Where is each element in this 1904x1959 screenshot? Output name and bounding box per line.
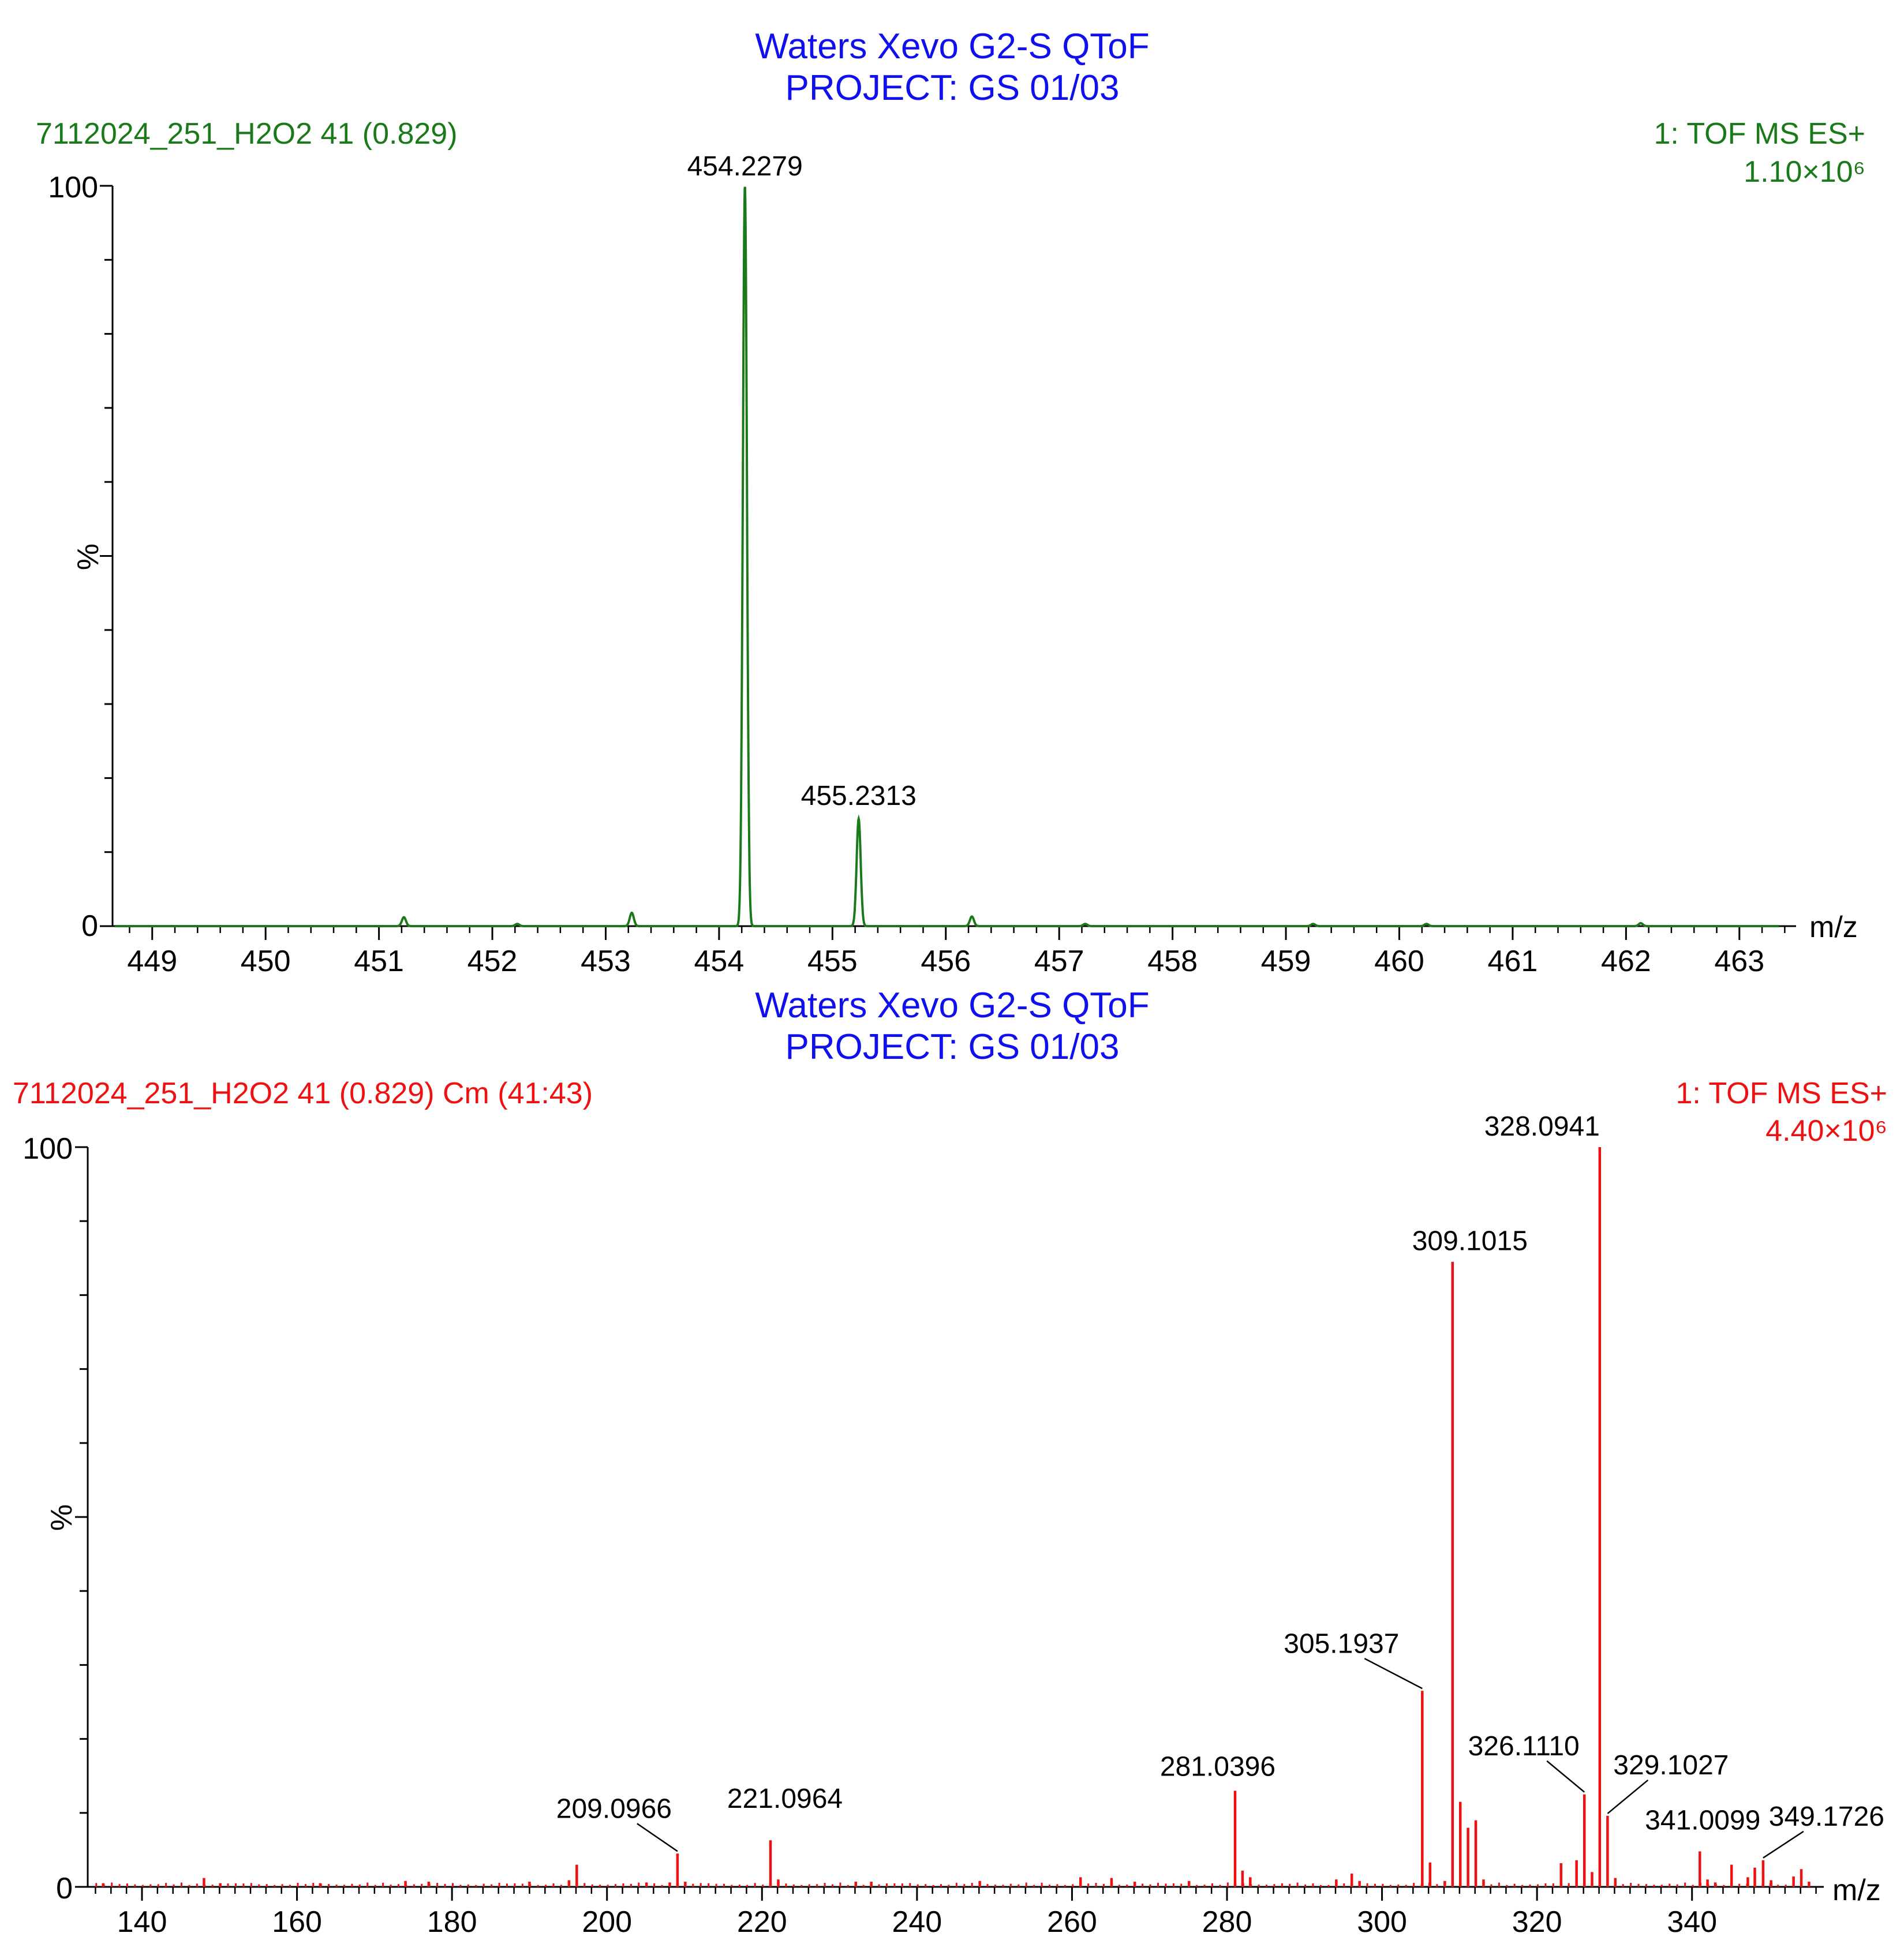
bottom-peak-leader-line <box>1364 1658 1423 1690</box>
top-x-tick-label: 449 <box>127 945 177 978</box>
bottom-x-axis-label: m/z <box>1832 1874 1881 1907</box>
bottom-x-tick-label: 140 <box>117 1905 167 1939</box>
top-y-tick-100: 100 <box>48 171 98 204</box>
bottom-project-subtitle: PROJECT: GS 01/03 <box>785 1027 1120 1067</box>
bottom-x-tick-label: 280 <box>1202 1905 1252 1939</box>
top-x-tick-label: 457 <box>1034 945 1084 978</box>
top-x-tick-label: 450 <box>241 945 291 978</box>
bottom-x-tick-label: 340 <box>1667 1905 1717 1939</box>
bottom-peak-leader-line <box>637 1823 678 1852</box>
bottom-instrument-title: Waters Xevo G2-S QToF <box>755 986 1149 1025</box>
top-x-axis-label: m/z <box>1809 911 1858 944</box>
bottom-x-tick-label: 320 <box>1512 1905 1562 1939</box>
bottom-peak-label: 209.0966 <box>556 1793 672 1824</box>
top-x-tick-label: 458 <box>1147 945 1198 978</box>
bottom-peak-label: 309.1015 <box>1412 1226 1528 1257</box>
bottom-intensity-label: 4.40×10⁶ <box>1765 1114 1887 1148</box>
top-x-tick-label: 455 <box>807 945 858 978</box>
top-instrument-title: Waters Xevo G2-S QToF <box>755 27 1149 66</box>
top-x-ticks: 449 450 451 452 453 454 455 456 457 458 459 460 461 4… <box>127 926 1786 978</box>
bottom-peak-label: 326.1110 <box>1468 1731 1580 1762</box>
top-peak-label: 455.2313 <box>801 781 917 811</box>
bottom-y-axis-label: % <box>45 1504 78 1531</box>
top-x-tick-label: 463 <box>1714 945 1764 978</box>
top-sample-label: 7112024_251_H2O2 41 (0.829) <box>36 117 458 151</box>
bottom-x-tick-label: 300 <box>1357 1905 1407 1939</box>
bottom-peak-label: 328.0941 <box>1484 1111 1600 1142</box>
bottom-peak-label: 281.0396 <box>1160 1751 1275 1782</box>
bottom-x-tick-label: 160 <box>272 1905 322 1939</box>
top-spectrum-panel: Waters Xevo G2-S QToF PROJECT: GS 01/03 … <box>36 27 1865 978</box>
top-peak-labels: 454.2279 455.2313 <box>687 151 917 811</box>
bottom-sample-label: 7112024_251_H2O2 41 (0.829) Cm (41:43) <box>13 1077 593 1110</box>
bottom-peak-label: 329.1027 <box>1613 1750 1729 1781</box>
top-profile-line <box>114 186 1779 927</box>
top-intensity-label: 1.10×10⁶ <box>1744 155 1865 189</box>
bottom-y-tick-0: 0 <box>56 1872 73 1905</box>
bottom-peak-leader-line <box>1546 1760 1585 1793</box>
bottom-x-tick-label: 180 <box>427 1905 477 1939</box>
bottom-x-tick-label: 240 <box>892 1905 942 1939</box>
top-x-tick-label: 456 <box>921 945 971 978</box>
bottom-peak-labels: 209.0966 221.0964 281.0396 305.1937 309.1015… <box>556 1111 1884 1859</box>
bottom-x-tick-label: 260 <box>1047 1905 1097 1939</box>
bottom-peak-label: 221.0964 <box>727 1784 843 1814</box>
top-x-tick-label: 453 <box>581 945 631 978</box>
bottom-spectrum-panel: Waters Xevo G2-S QToF PROJECT: GS 01/03 … <box>13 986 1887 1939</box>
bottom-peak-label: 341.0099 <box>1645 1805 1760 1836</box>
top-x-tick-label: 452 <box>467 945 518 978</box>
top-y-axis-label: % <box>72 544 105 570</box>
top-axes <box>100 185 1796 927</box>
bottom-peak-leader-line <box>1763 1830 1804 1859</box>
top-x-tick-label: 460 <box>1374 945 1424 978</box>
bottom-x-tick-label: 220 <box>737 1905 787 1939</box>
bottom-mode-label: 1: TOF MS ES+ <box>1675 1077 1887 1110</box>
bottom-peak-label: 349.1726 <box>1769 1801 1884 1832</box>
bottom-axes <box>75 1146 1824 1888</box>
bottom-x-tick-label: 200 <box>582 1905 632 1939</box>
top-spectrum-trace <box>114 186 1779 927</box>
bottom-x-ticks: 140 160 180 200 220 240 260 280 300 320 340 <box>95 1887 1817 1939</box>
bottom-y-tick-100: 100 <box>23 1132 73 1166</box>
top-x-tick-label: 461 <box>1488 945 1538 978</box>
top-y-tick-0: 0 <box>81 909 98 943</box>
top-mode-label: 1: TOF MS ES+ <box>1654 117 1865 151</box>
top-x-tick-label: 459 <box>1261 945 1311 978</box>
top-x-tick-label: 454 <box>694 945 745 978</box>
bottom-peak-label: 305.1937 <box>1284 1628 1399 1659</box>
top-x-tick-label: 462 <box>1601 945 1651 978</box>
top-x-tick-label: 451 <box>354 945 404 978</box>
bottom-spectrum-sticks <box>95 1147 1811 1887</box>
top-project-subtitle: PROJECT: GS 01/03 <box>785 68 1120 108</box>
bottom-peak-leader-line <box>1607 1779 1649 1814</box>
top-peak-label: 454.2279 <box>687 151 803 182</box>
